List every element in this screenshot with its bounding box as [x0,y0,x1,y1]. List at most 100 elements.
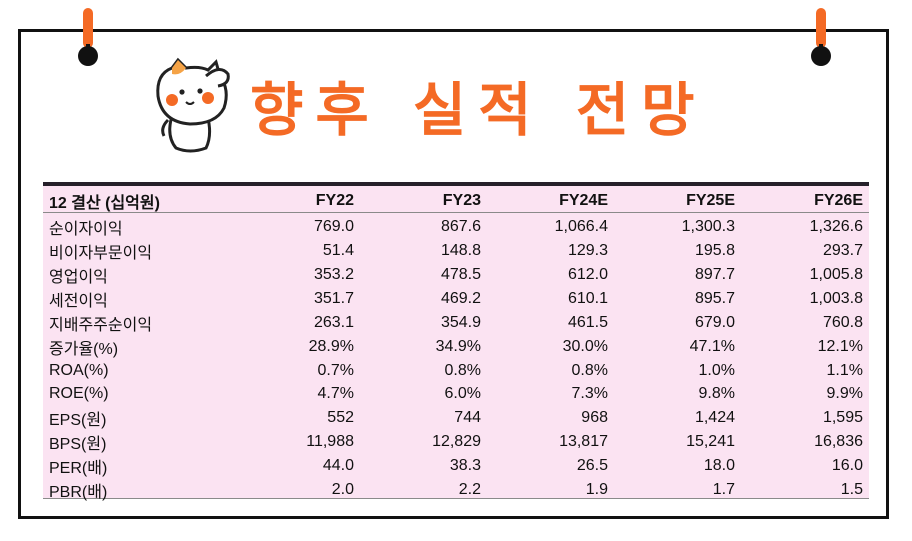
row-value: 38.3 [449,457,481,474]
row-label: ROE(%) [49,385,109,403]
row-value: 6.0% [444,385,481,403]
row-value: 867.6 [440,218,481,235]
row-value: 1.9 [585,481,608,498]
row-value: 15,241 [686,433,735,450]
row-value: 44.0 [322,457,354,474]
earnings-forecast-table: 12 결산 (십억원) FY22 FY23 FY24E FY25E FY26E … [43,182,869,502]
row-label: 지배주주순이익 [49,317,153,334]
table-row: 증가율(%) 28.9% 34.9% 30.0% 47.1% 12.1% [43,335,869,359]
row-value: 1.1% [826,361,863,379]
row-value: 129.3 [567,242,608,259]
header-fy26e: FY26E [814,192,863,209]
row-value: 148.8 [440,242,481,259]
row-value: 47.1% [689,338,735,355]
row-value: 34.9% [435,338,481,355]
table-top-rule [43,182,869,186]
row-value: 1,066.4 [554,218,608,235]
row-value: 353.2 [313,266,354,283]
header-fy22: FY22 [315,192,354,209]
row-value: 1,005.8 [809,266,863,283]
row-value: 11,988 [306,433,354,450]
table-row: 순이자이익 769.0 867.6 1,066.4 1,300.3 1,326.6 [43,213,869,239]
row-value: 679.0 [694,314,735,331]
forecast-table: 12 결산 (십억원) FY22 FY23 FY24E FY25E FY26E … [43,189,869,502]
table-header-row: 12 결산 (십억원) FY22 FY23 FY24E FY25E FY26E [43,189,869,213]
row-value: 18.0 [703,457,735,474]
table-row: ROA(%) 0.7% 0.8% 0.8% 1.0% 1.1% [43,359,869,383]
pushpin-icon [78,8,98,66]
row-value: 354.9 [440,314,481,331]
row-value: 1.7 [712,481,735,498]
row-value: 293.7 [822,242,863,259]
table-row: EPS(원) 552 744 968 1,424 1,595 [43,406,869,430]
row-label: BPS(원) [49,436,107,453]
row-value: 552 [327,409,354,426]
row-value: 16,836 [814,433,863,450]
header-fy25e: FY25E [686,192,735,209]
row-value: 4.7% [317,385,354,403]
row-label: ROA(%) [49,361,109,379]
row-value: 1,424 [694,409,735,426]
row-value: 760.8 [822,314,863,331]
row-value: 1,326.6 [809,218,863,235]
row-value: 1.5 [840,481,863,498]
table-row: 영업이익 353.2 478.5 612.0 897.7 1,005.8 [43,263,869,287]
table-row: 세전이익 351.7 469.2 610.1 895.7 1,003.8 [43,287,869,311]
row-value: 7.3% [571,385,608,403]
row-value: 469.2 [440,290,481,307]
row-value: 1,595 [822,409,863,426]
row-value: 195.8 [694,242,735,259]
row-value: 744 [454,409,481,426]
row-value: 263.1 [313,314,354,331]
row-value: 12.1% [817,338,863,355]
row-value: 26.5 [576,457,608,474]
row-value: 13,817 [559,433,608,450]
row-value: 1,300.3 [681,218,735,235]
row-value: 9.8% [698,385,735,403]
row-value: 478.5 [440,266,481,283]
row-value: 28.9% [308,338,354,355]
row-value: 0.8% [444,361,481,379]
row-value: 30.0% [562,338,608,355]
row-value: 612.0 [567,266,608,283]
row-label: 영업이익 [49,269,108,286]
row-label: 비이자부문이익 [49,245,153,262]
row-value: 0.7% [317,361,354,379]
row-value: 16.0 [831,457,863,474]
table-row: ROE(%) 4.7% 6.0% 7.3% 9.8% 9.9% [43,383,869,407]
row-value: 0.8% [571,361,608,379]
row-label: EPS(원) [49,412,107,429]
row-value: 351.7 [313,290,354,307]
table-row: 지배주주순이익 263.1 354.9 461.5 679.0 760.8 [43,311,869,335]
row-value: 51.4 [322,242,354,259]
header-unit: 12 결산 (십억원) [49,195,160,212]
row-label: 세전이익 [49,293,108,310]
row-value: 461.5 [567,314,608,331]
row-label: PER(배) [49,460,108,477]
table-row: PBR(배) 2.0 2.2 1.9 1.7 1.5 [43,478,869,502]
row-value: 610.1 [567,290,608,307]
row-label: 순이자이익 [49,221,123,238]
row-value: 1.0% [698,361,735,379]
header-fy24e: FY24E [559,192,608,209]
row-value: 895.7 [694,290,735,307]
page-title: 향후 실적 전망 [250,76,707,144]
pushpin-icon [811,8,831,66]
row-value: 2.2 [458,481,481,498]
row-value: 968 [581,409,608,426]
row-label: PBR(배) [49,484,108,501]
row-value: 769.0 [313,218,354,235]
row-label: 증가율(%) [49,341,119,358]
row-value: 2.0 [331,481,354,498]
header-fy23: FY23 [442,192,481,209]
row-value: 897.7 [694,266,735,283]
table-row: BPS(원) 11,988 12,829 13,817 15,241 16,836 [43,430,869,454]
table-header-rule [43,212,869,213]
cat-mascot-icon [156,57,230,153]
row-value: 9.9% [826,385,863,403]
row-value: 1,003.8 [809,290,863,307]
table-bottom-rule [43,498,869,499]
table-row: PER(배) 44.0 38.3 26.5 18.0 16.0 [43,454,869,478]
row-value: 12,829 [432,433,481,450]
table-row: 비이자부문이익 51.4 148.8 129.3 195.8 293.7 [43,239,869,263]
